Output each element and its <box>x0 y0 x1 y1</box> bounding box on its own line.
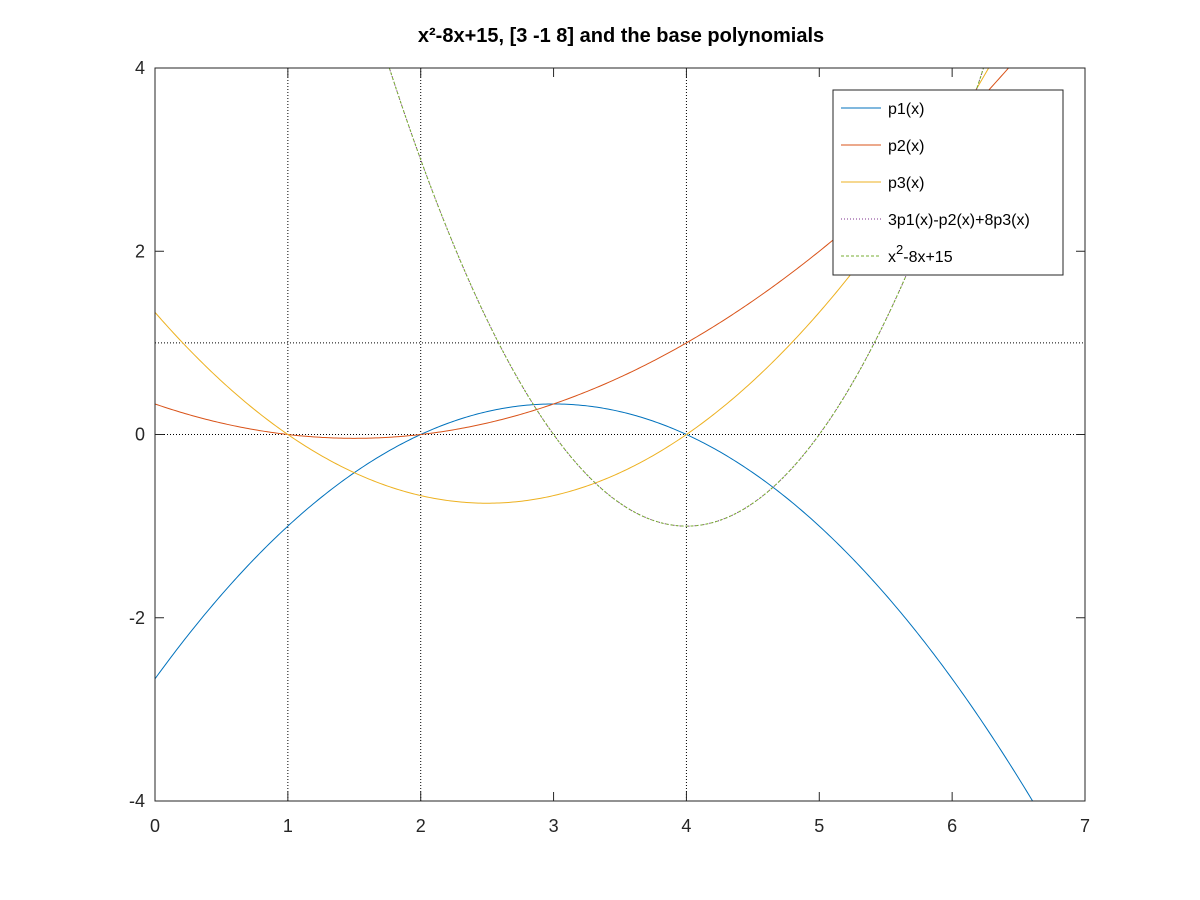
x-tick-label: 0 <box>150 816 160 836</box>
chart-title: x²-8x+15, [3 -1 8] and the base polynomi… <box>418 25 824 47</box>
legend-label-2: p2(x) <box>888 138 924 155</box>
x-tick-label: 6 <box>947 816 957 836</box>
y-tick-label: -2 <box>129 608 145 628</box>
y-tick-label: -4 <box>129 791 145 811</box>
legend-label-3: p3(x) <box>888 175 924 192</box>
series-line-1 <box>155 403 1034 801</box>
x-tick-label: 4 <box>681 816 691 836</box>
legend-label-1: p1(x) <box>888 101 924 118</box>
y-tick-label: 4 <box>135 58 145 78</box>
x-tick-label: 5 <box>814 816 824 836</box>
legend: p1(x) p2(x) p3(x) 3p1(x)-p2(x)+8p3(x) x2-8x+… <box>832 89 1064 276</box>
y-tick-label: 2 <box>135 241 145 261</box>
x-tick-label: 1 <box>283 816 293 836</box>
legend-label-4: 3p1(x)-p2(x)+8p3(x) <box>888 212 1030 229</box>
x-tick-label: 7 <box>1080 816 1090 836</box>
x-tick-label: 3 <box>549 816 559 836</box>
y-tick-label: 0 <box>135 425 145 445</box>
axis-ticks: 0 1 2 3 4 5 6 7 -4 -2 0 2 4 <box>129 58 1090 836</box>
legend-label-5: x2-8x+15 <box>888 242 953 266</box>
x-tick-label: 2 <box>416 816 426 836</box>
